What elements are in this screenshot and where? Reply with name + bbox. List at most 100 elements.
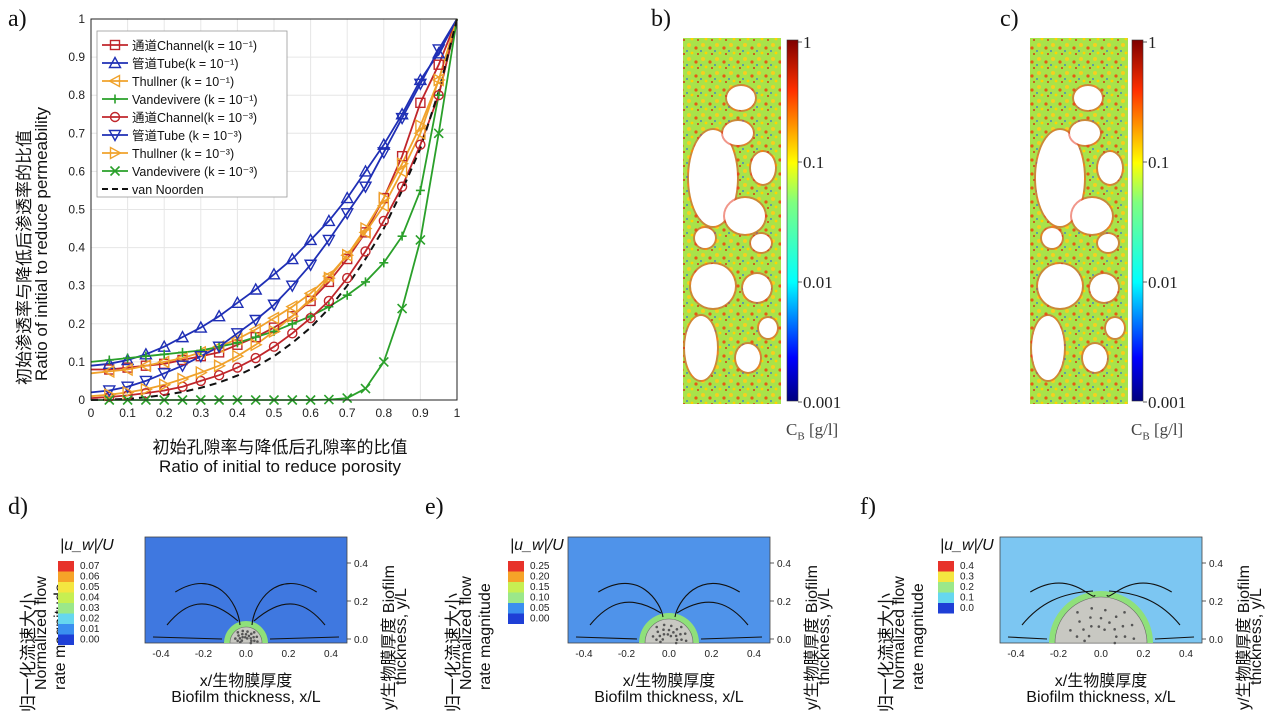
series-3-point: [159, 349, 169, 359]
series-1-point: [175, 330, 190, 343]
series-3-point: [361, 277, 370, 287]
flow-colorbar-tick-label: 0.06: [80, 572, 100, 583]
series-5-point: [249, 314, 263, 327]
flow-x-tick-label: 0.4: [1179, 649, 1193, 660]
flow-colorbar-block: [58, 561, 74, 572]
x-tick-label: 0.8: [375, 406, 392, 420]
biofilm-cell: [241, 635, 244, 639]
y-tick-label: 0: [78, 393, 85, 407]
colorbar-tick-label: 0.01: [1148, 273, 1178, 292]
flow-colorbar-tick-label: 0.05: [530, 603, 550, 614]
colorbar-label: CB [g/l]: [786, 420, 839, 443]
flow-colorbar-tick-label: 0.25: [530, 561, 550, 572]
concentration-map-b: 1 0.1 0.01 0.001: [683, 33, 841, 412]
y-tick-label: 0.6: [68, 164, 85, 178]
biofilm-cell: [1114, 635, 1118, 638]
flow-colorbar-block: [58, 603, 74, 614]
flow-colorbar-block: [58, 582, 74, 593]
series-3-point: [415, 185, 425, 195]
biofilm-cell: [651, 635, 655, 638]
chart-a-frame: [90, 18, 458, 401]
biofilm-cell: [253, 639, 256, 643]
series-2-point: [285, 299, 298, 314]
series-2-point: [267, 311, 280, 325]
streamline: [700, 636, 763, 640]
series-1-point: [303, 233, 318, 246]
flow-colorbar-title: |u_w|/U: [60, 537, 114, 554]
flow-x-tick-label: 0.0: [1094, 649, 1108, 660]
solid-grain: [743, 274, 771, 302]
biofilm-cell: [256, 640, 259, 643]
biofilm-cell: [1123, 611, 1126, 614]
series-4-point: [360, 246, 371, 257]
solid-grain: [759, 318, 777, 338]
flow-xlabel-cn: x/生物膜厚度: [622, 673, 716, 690]
flow-x-tick-label: -0.2: [618, 649, 636, 660]
y-tick-label: 0.7: [68, 126, 85, 140]
biofilm-cell: [675, 627, 679, 631]
flow-y-tick-label: 0.4: [777, 559, 791, 570]
x-tick-label: 0: [88, 406, 95, 420]
flow-x-tick-label: -0.2: [195, 649, 213, 660]
biofilm-cell: [655, 638, 658, 641]
series-0-point: [415, 97, 426, 109]
flow-xlabel-cn: x/生物膜厚度: [199, 673, 293, 690]
series-2-point: [248, 322, 261, 337]
series-5-point: [212, 341, 226, 354]
flow-x-tick-label: 0.4: [747, 649, 761, 660]
biofilm-cell: [1087, 634, 1091, 638]
series-5-point: [377, 147, 391, 160]
series-5-point: [413, 78, 428, 91]
y-tick-label: 0.1: [68, 355, 85, 369]
series-line-8: [90, 18, 458, 401]
series-3-point: [123, 353, 133, 363]
x-tick-label: 0.5: [266, 406, 283, 420]
flow-x-tick-label: 0.2: [282, 649, 296, 660]
chart-a-legend-box: [96, 30, 288, 198]
streamline: [676, 601, 749, 626]
flow-colorbar-tick-label: 0.00: [530, 614, 550, 625]
biofilm-cell: [252, 635, 255, 639]
x-tick-label: 0.2: [156, 406, 173, 420]
panel-label-a: a): [8, 6, 27, 32]
solid-grain: [1074, 86, 1102, 110]
series-6-point: [177, 372, 190, 386]
streamline: [1106, 582, 1172, 597]
concentration-map-c: 1 0.1 0.01 0.001: [1030, 33, 1186, 412]
series-6-point: [158, 378, 172, 392]
panel-label-d: d): [8, 494, 28, 520]
series-1-point: [340, 191, 354, 204]
series-6-point: [213, 359, 227, 373]
biofilm-cell: [252, 631, 256, 634]
flow-colorbar-tick-label: 0.02: [80, 614, 100, 625]
biofilm-cell: [683, 632, 687, 635]
flow-x-tick-label: 0.0: [239, 649, 253, 660]
solid-grain: [685, 316, 717, 380]
solid-grain: [1090, 274, 1118, 302]
flow-colorbar-block: [508, 613, 524, 624]
solid-grain: [1083, 344, 1107, 372]
series-6-point: [287, 309, 300, 323]
biofilm-cell: [1078, 620, 1081, 623]
biofilm-cell: [659, 640, 662, 644]
series-5-point: [267, 299, 281, 312]
series-7-point: [378, 356, 389, 367]
biofilm-cell: [1075, 635, 1079, 638]
series-6-point: [268, 324, 281, 339]
series-7-point: [415, 234, 426, 246]
biofilm-cell: [236, 631, 240, 634]
legend-swatch-marker: [110, 94, 120, 104]
series-4-point: [195, 375, 207, 387]
series-3-point: [379, 258, 389, 268]
flow-colorbar-tick-label: 0.07: [80, 561, 100, 572]
flow-colorbar-block: [938, 571, 954, 582]
legend-swatch-marker: [109, 39, 121, 51]
flow-x-tick-label: 0.2: [705, 649, 719, 660]
biofilm-cell: [244, 633, 248, 636]
flow-colorbar-tick-label: 0.2: [960, 582, 974, 593]
y-tick-label: 1: [78, 12, 85, 26]
biofilm-cell: [249, 636, 253, 640]
series-line-2: [90, 18, 458, 375]
series-5-point: [285, 280, 299, 293]
legend-swatch-marker: [108, 74, 121, 88]
